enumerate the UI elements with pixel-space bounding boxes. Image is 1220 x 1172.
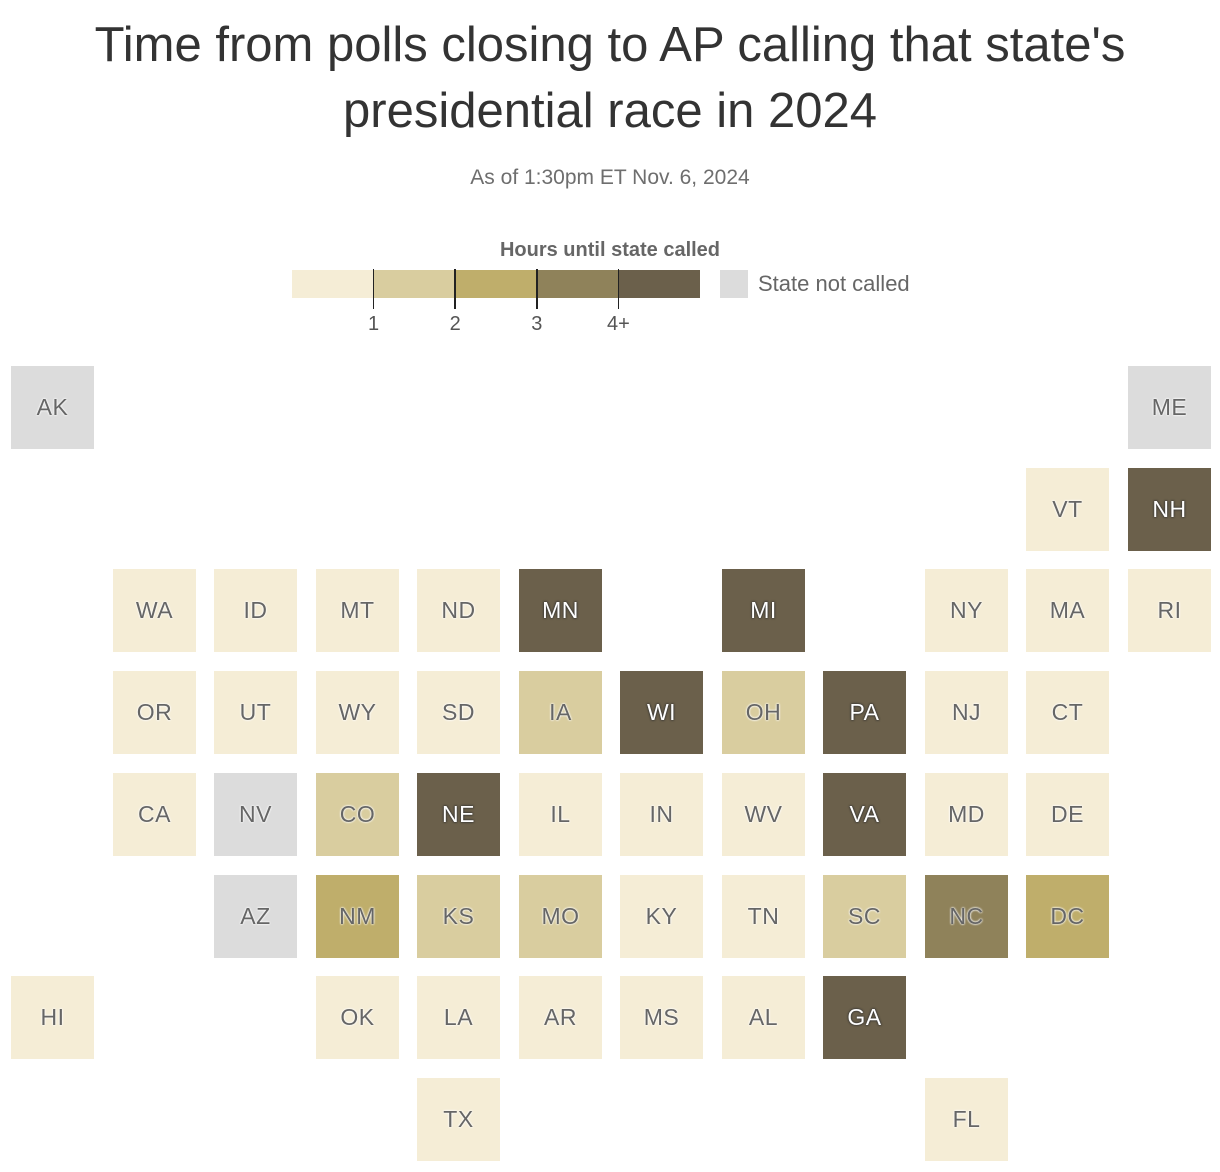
state-tile-wi[interactable]: WI	[620, 671, 703, 754]
state-tile-sd[interactable]: SD	[417, 671, 500, 754]
legend-color-bar	[292, 270, 701, 298]
state-tile-ca[interactable]: CA	[113, 773, 196, 856]
legend-tick-label: 4+	[606, 313, 630, 335]
state-tile-dc[interactable]: DC	[1026, 875, 1109, 958]
state-tile-wy[interactable]: WY	[316, 671, 399, 754]
state-tile-or[interactable]: OR	[113, 671, 196, 754]
state-tile-tn[interactable]: TN	[722, 875, 805, 958]
legend-tick-line	[372, 269, 375, 309]
state-tile-nc[interactable]: NC	[925, 875, 1008, 958]
state-tile-nv[interactable]: NV	[214, 773, 297, 856]
state-tile-ks[interactable]: KS	[417, 875, 500, 958]
state-tile-ma[interactable]: MA	[1026, 569, 1109, 652]
state-tile-pa[interactable]: PA	[823, 671, 906, 754]
legend-tick-line	[536, 269, 538, 309]
state-tile-ut[interactable]: UT	[214, 671, 297, 754]
state-tile-tx[interactable]: TX	[417, 1078, 500, 1161]
state-tile-wa[interactable]: WA	[113, 569, 196, 652]
state-tile-fl[interactable]: FL	[925, 1078, 1008, 1161]
state-tile-ok[interactable]: OK	[316, 976, 399, 1059]
state-tile-vt[interactable]: VT	[1026, 468, 1109, 551]
state-tile-il[interactable]: IL	[519, 773, 602, 856]
state-tile-ct[interactable]: CT	[1026, 671, 1109, 754]
state-tile-ne[interactable]: NE	[417, 773, 500, 856]
legend-bin-1	[373, 270, 456, 298]
state-tile-oh[interactable]: OH	[722, 671, 805, 754]
state-tile-md[interactable]: MD	[925, 773, 1008, 856]
state-tile-ky[interactable]: KY	[620, 875, 703, 958]
state-tile-wv[interactable]: WV	[722, 773, 805, 856]
state-tile-nj[interactable]: NJ	[925, 671, 1008, 754]
legend-bin-3	[536, 270, 619, 298]
legend-bin-2	[455, 270, 538, 298]
legend-tick-line	[617, 269, 620, 309]
state-tile-mt[interactable]: MT	[316, 569, 399, 652]
state-tile-de[interactable]: DE	[1026, 773, 1109, 856]
state-tile-la[interactable]: LA	[417, 976, 500, 1059]
state-tile-ar[interactable]: AR	[519, 976, 602, 1059]
state-tile-va[interactable]: VA	[823, 773, 906, 856]
legend-title: Hours until state called	[499, 239, 721, 261]
legend-tick-label: 2	[449, 313, 461, 335]
legend-tick-label: 1	[368, 313, 380, 335]
state-tile-ia[interactable]: IA	[519, 671, 602, 754]
state-tile-ms[interactable]: MS	[620, 976, 703, 1059]
state-tile-in[interactable]: IN	[620, 773, 703, 856]
state-tile-nm[interactable]: NM	[316, 875, 399, 958]
state-tile-nh[interactable]: NH	[1128, 468, 1211, 551]
legend-tick-line	[454, 269, 456, 309]
legend-tick-label: 3	[531, 313, 543, 335]
state-tile-ri[interactable]: RI	[1128, 569, 1211, 652]
state-tile-me[interactable]: ME	[1128, 366, 1211, 449]
state-tile-al[interactable]: AL	[722, 976, 805, 1059]
state-tile-ga[interactable]: GA	[823, 976, 906, 1059]
state-tile-az[interactable]: AZ	[214, 875, 297, 958]
state-tile-co[interactable]: CO	[316, 773, 399, 856]
state-tile-sc[interactable]: SC	[823, 875, 906, 958]
not-called-swatch	[720, 270, 748, 298]
state-tile-mn[interactable]: MN	[519, 569, 602, 652]
state-tile-hi[interactable]: HI	[11, 976, 94, 1059]
not-called-label: State not called	[758, 271, 910, 296]
legend-bin-0	[292, 270, 375, 298]
state-tile-nd[interactable]: ND	[417, 569, 500, 652]
state-tile-ak[interactable]: AK	[11, 366, 94, 449]
state-tile-mi[interactable]: MI	[722, 569, 805, 652]
state-tile-mo[interactable]: MO	[519, 875, 602, 958]
state-tile-ny[interactable]: NY	[925, 569, 1008, 652]
legend-bin-4	[618, 270, 701, 298]
chart-title: Time from polls closing to AP calling th…	[94, 18, 1126, 138]
chart-subtitle: As of 1:30pm ET Nov. 6, 2024	[470, 166, 750, 189]
state-tile-id[interactable]: ID	[214, 569, 297, 652]
